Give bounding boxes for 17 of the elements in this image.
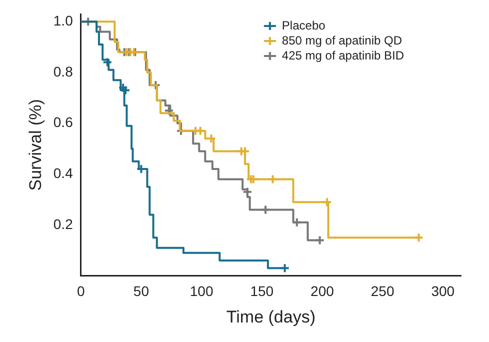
legend-label: 425 mg of apatinib BID — [282, 48, 404, 62]
x-tick-label: 150 — [250, 283, 274, 300]
y-tick-label: 0.6 — [53, 114, 74, 130]
x-tick-label: 0 — [76, 283, 85, 300]
y-axis-title: Survival (%) — [26, 99, 45, 191]
y-tick-label: 0.4 — [53, 164, 74, 181]
x-tick-label: 200 — [310, 283, 334, 300]
y-tick-label: 0.2 — [53, 216, 74, 232]
y-tick-label: 0.8 — [53, 63, 74, 80]
x-axis-title: Time (days) — [226, 307, 316, 326]
legend-label: 850 mg of apatinib QD — [282, 33, 402, 48]
y-tick-label: 1.0 — [53, 12, 74, 28]
x-tick-label: 100 — [190, 283, 214, 300]
x-tick-label: 300 — [431, 283, 455, 300]
x-tick-label: 250 — [370, 283, 394, 300]
x-tick-label: 50 — [133, 283, 150, 300]
legend-label: Placebo — [282, 18, 326, 32]
